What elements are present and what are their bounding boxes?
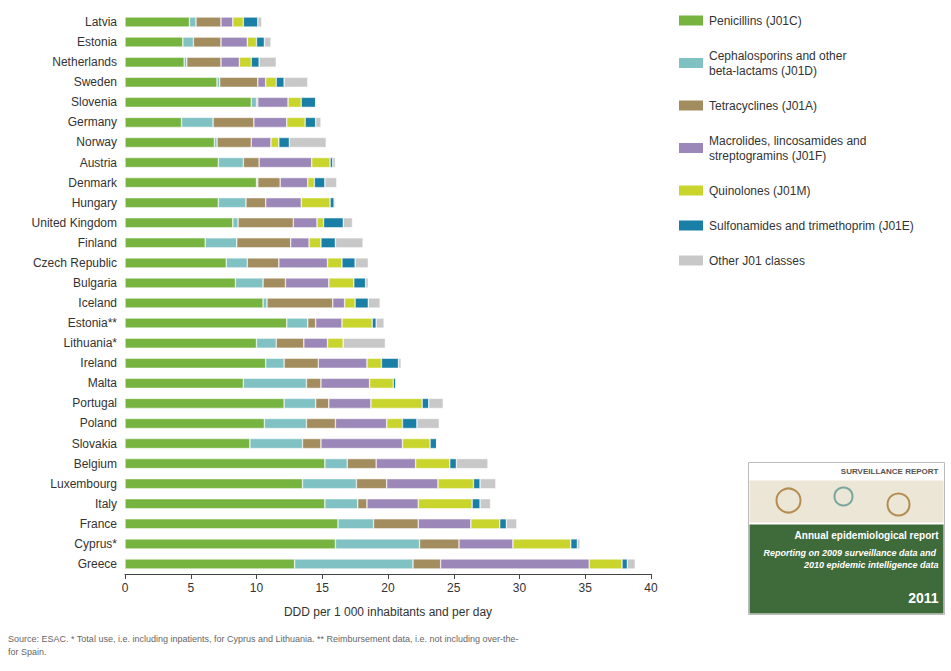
svg-text:Estonia: Estonia bbox=[77, 35, 117, 49]
svg-text:Penicillins (J01C): Penicillins (J01C) bbox=[709, 14, 802, 28]
svg-text:Belgium: Belgium bbox=[74, 457, 117, 471]
svg-text:30: 30 bbox=[513, 581, 527, 595]
svg-text:Denmark: Denmark bbox=[68, 176, 118, 190]
svg-text:Source: ESAC. * Total use, i.e: Source: ESAC. * Total use, i.e. includin… bbox=[8, 634, 519, 644]
svg-text:Hungary: Hungary bbox=[72, 196, 117, 210]
svg-text:Poland: Poland bbox=[80, 416, 117, 430]
svg-text:Netherlands: Netherlands bbox=[52, 55, 117, 69]
svg-text:streptogramins (J01F): streptogramins (J01F) bbox=[709, 149, 826, 163]
svg-text:Slovenia: Slovenia bbox=[71, 95, 117, 109]
svg-text:Sulfonamides and trimethoprim: Sulfonamides and trimethoprim (J01E) bbox=[709, 219, 914, 233]
svg-text:Austria: Austria bbox=[80, 156, 118, 170]
svg-text:United Kingdom: United Kingdom bbox=[32, 216, 117, 230]
svg-text:Latvia: Latvia bbox=[85, 15, 117, 29]
svg-text:Estonia**: Estonia** bbox=[68, 316, 118, 330]
svg-text:40: 40 bbox=[644, 581, 658, 595]
svg-text:35: 35 bbox=[579, 581, 593, 595]
svg-text:Sweden: Sweden bbox=[74, 75, 117, 89]
svg-text:Bulgaria: Bulgaria bbox=[73, 276, 117, 290]
svg-text:5: 5 bbox=[187, 581, 194, 595]
svg-text:Cephalosporins and other: Cephalosporins and other bbox=[709, 49, 850, 63]
svg-text:for Spain.: for Spain. bbox=[8, 647, 47, 657]
svg-text:DDD per 1 000 inhabitants and: DDD per 1 000 inhabitants and per day bbox=[284, 605, 492, 619]
svg-text:Finland: Finland bbox=[78, 236, 117, 250]
svg-text:20: 20 bbox=[381, 581, 395, 595]
svg-text:Cyprus*: Cyprus* bbox=[74, 537, 117, 551]
svg-text:Luxembourg: Luxembourg bbox=[50, 477, 117, 491]
svg-text:Reporting on 2009 surveillance: Reporting on 2009 surveillance data and bbox=[763, 548, 938, 558]
svg-text:Greece: Greece bbox=[78, 557, 118, 571]
svg-text:Malta: Malta bbox=[88, 376, 118, 390]
svg-text:Tetracyclines (J01A): Tetracyclines (J01A) bbox=[709, 99, 817, 113]
svg-text:France: France bbox=[80, 517, 118, 531]
svg-text:Norway: Norway bbox=[76, 135, 117, 149]
svg-text:Annual epidemiological report: Annual epidemiological report bbox=[795, 530, 940, 541]
svg-text:10: 10 bbox=[250, 581, 264, 595]
svg-text:Ireland: Ireland bbox=[80, 356, 117, 370]
svg-text:Macrolides, lincosamides and: Macrolides, lincosamides and bbox=[709, 134, 870, 148]
svg-text:SURVEILLANCE REPORT: SURVEILLANCE REPORT bbox=[841, 467, 939, 476]
svg-text:25: 25 bbox=[447, 581, 461, 595]
svg-text:Quinolones (J01M): Quinolones (J01M) bbox=[709, 184, 810, 198]
svg-text:2011: 2011 bbox=[908, 590, 939, 606]
svg-text:Germany: Germany bbox=[68, 115, 117, 129]
svg-text:Other J01 classes: Other J01 classes bbox=[709, 254, 805, 268]
svg-text:0: 0 bbox=[122, 581, 129, 595]
svg-text:Slovakia: Slovakia bbox=[72, 437, 118, 451]
svg-text:beta-lactams (J01D): beta-lactams (J01D) bbox=[709, 64, 817, 78]
svg-text:2010 epidemic intelligence dat: 2010 epidemic intelligence data bbox=[803, 560, 939, 570]
svg-text:Portugal: Portugal bbox=[72, 396, 117, 410]
svg-text:15: 15 bbox=[316, 581, 330, 595]
svg-text:Lithuania*: Lithuania* bbox=[64, 336, 118, 350]
svg-text:Czech Republic: Czech Republic bbox=[33, 256, 117, 270]
svg-text:Italy: Italy bbox=[95, 497, 117, 511]
svg-text:Iceland: Iceland bbox=[78, 296, 117, 310]
